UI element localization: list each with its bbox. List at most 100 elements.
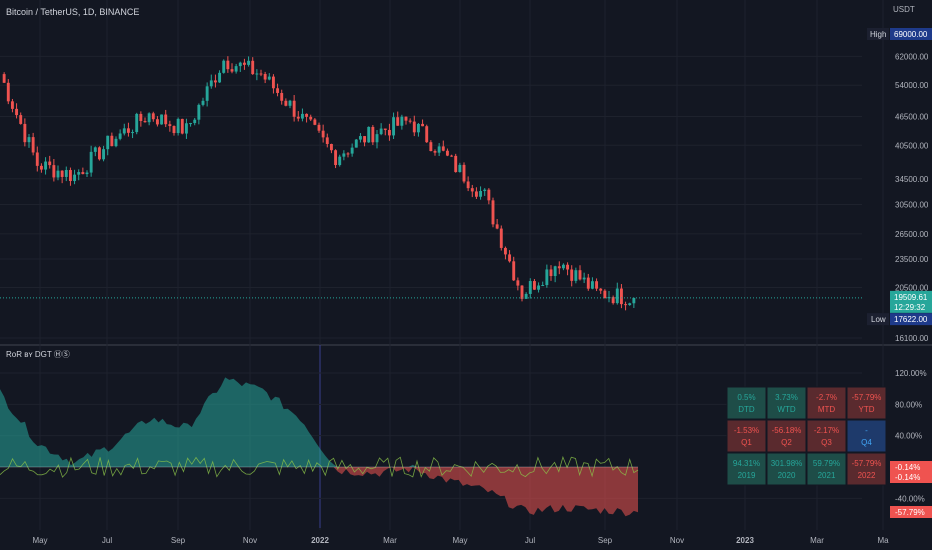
ror-cell-label: 2020 [778, 471, 796, 480]
candle-body [56, 170, 60, 178]
ror-cell-value: -57.79% [852, 459, 882, 468]
candle-body [404, 116, 408, 121]
candle-body [508, 254, 512, 262]
time-tick-label: Ma [877, 536, 889, 545]
low-label: Low [871, 315, 886, 324]
price-tick-label: 20500.00 [895, 284, 929, 293]
candle-body [338, 156, 342, 166]
candle-body [205, 86, 209, 101]
candle-body [441, 146, 445, 151]
ror-ytd-value: -57.79% [895, 508, 925, 517]
candle-body [131, 132, 135, 134]
ror-table-cell [846, 419, 887, 453]
ror-cell-value: -56.18% [772, 426, 802, 435]
ror-area-positive [0, 377, 638, 467]
candle-body [574, 270, 578, 281]
axes: 62000.00 54000.00 46500.00 40500.00 34500.00… [32, 28, 932, 545]
price-tick-label: 23500.00 [895, 255, 929, 264]
price-tick-label: 16100.00 [895, 334, 929, 343]
ror-cell-label: Q2 [781, 438, 792, 447]
price-tick-label: 26500.00 [895, 230, 929, 239]
ror-cell-value: -57.79% [852, 393, 882, 402]
candle-body [450, 155, 454, 157]
ror-table-cell [726, 419, 767, 453]
candle-body [528, 281, 532, 294]
candle-body [412, 121, 416, 133]
candle-body [350, 147, 354, 154]
candle-body [615, 288, 619, 304]
ror-table-cell [846, 452, 887, 486]
candle-body [367, 126, 371, 143]
time-tick-label: Nov [670, 536, 684, 545]
candle-body [371, 126, 375, 143]
ror-cell-label: DTD [738, 405, 755, 414]
candle-body [251, 60, 255, 75]
currency-label: USDT [893, 5, 915, 14]
candle-body [64, 170, 68, 177]
candle-body [247, 60, 251, 65]
candle-body [27, 137, 31, 143]
candle-body [603, 290, 607, 299]
price-tick-label: 40500.00 [895, 141, 929, 150]
candle-body [77, 172, 81, 175]
candle-body [52, 165, 56, 178]
indicator-pane[interactable]: 0.5% DTD 3.73% WTD -2.7% MTD -57.79% YTD -1.53% Q… [0, 377, 887, 517]
candle-body [358, 136, 362, 140]
candle-body [263, 73, 267, 80]
candle-body [259, 73, 263, 75]
ror-cell-value: 0.5% [737, 393, 755, 402]
indicator-tick-label: 120.00% [895, 369, 927, 378]
low-value: 17622.00 [894, 315, 928, 324]
candle-body [309, 116, 313, 120]
ror-value-1: -0.14% [895, 463, 920, 472]
candle-body [470, 188, 474, 192]
time-tick-label: Jul [525, 536, 535, 545]
ror-table-cell [766, 419, 807, 453]
time-tick-label: Jul [102, 536, 112, 545]
candle-body [280, 92, 284, 101]
candle-body [379, 128, 383, 135]
candle-body [122, 128, 126, 134]
candle-body [172, 126, 176, 134]
candle-body [180, 118, 184, 134]
candle-body [44, 161, 48, 170]
candle-body [242, 62, 246, 65]
price-tick-label: 30500.00 [895, 201, 929, 210]
candle-body [512, 261, 516, 281]
time-tick-label: Mar [810, 536, 824, 545]
candle-body [624, 304, 628, 306]
candle-body [176, 118, 180, 134]
time-tick-label: May [32, 536, 47, 545]
candle-body [230, 69, 234, 72]
ror-cell-value: -2.17% [814, 426, 839, 435]
countdown: 12:29:32 [894, 303, 926, 312]
candle-body [35, 152, 39, 166]
candle-body [197, 104, 201, 120]
ror-table-cell [766, 452, 807, 486]
candle-body [106, 135, 110, 150]
candle-body [89, 151, 93, 173]
candle-body [168, 124, 172, 127]
candle-body [305, 113, 309, 117]
candle-body [599, 288, 603, 291]
candle-body [595, 281, 599, 289]
price-tick-label: 62000.00 [895, 52, 929, 61]
candle-body [60, 170, 64, 177]
candle-body [520, 285, 524, 299]
candle-body [73, 174, 77, 182]
ror-table-cell [806, 419, 847, 453]
candle-body [284, 100, 288, 106]
candle-body [495, 224, 499, 229]
candle-body [400, 116, 404, 126]
candle-body [329, 143, 333, 151]
candle-body [234, 66, 238, 72]
indicator-title: RoR ʙʏ DGT ⒽⓈ [6, 350, 70, 359]
candle-body [23, 123, 27, 143]
ror-cell-label: Q4 [861, 438, 872, 447]
time-tick-label: Sep [598, 536, 613, 545]
high-value: 69000.00 [894, 30, 928, 39]
candle-body [85, 172, 89, 175]
candle-body [271, 76, 275, 89]
price-pane[interactable] [0, 56, 862, 311]
